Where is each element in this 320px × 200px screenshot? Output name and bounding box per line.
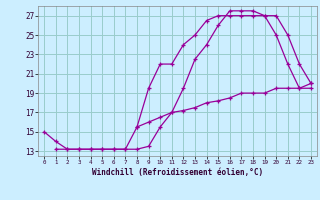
X-axis label: Windchill (Refroidissement éolien,°C): Windchill (Refroidissement éolien,°C) (92, 168, 263, 177)
